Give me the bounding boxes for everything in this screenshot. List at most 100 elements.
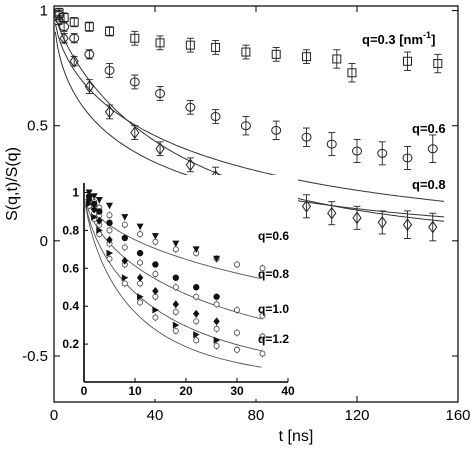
inset-data-point-filled [106, 235, 113, 244]
inset-data-point-filled [193, 331, 200, 339]
inset-x-tick-label: 30 [230, 384, 244, 398]
inset-data-point-filled [106, 202, 113, 210]
x-tick-label: 120 [344, 407, 369, 424]
inset-data-point-filled [96, 208, 103, 215]
inset-data-point-filled [213, 293, 220, 300]
inset-background [66, 175, 298, 399]
annotation-tail: ] [431, 32, 435, 47]
inset-data-point-open [233, 306, 240, 313]
data-point [59, 13, 69, 23]
inset-series-annotation: q=0.8 [258, 267, 289, 281]
data-point [301, 199, 312, 213]
inset-data-point-filled [193, 284, 200, 291]
inset-data-point-filled [90, 193, 98, 200]
inset-data-point-filled [137, 293, 144, 301]
data-point [69, 54, 79, 68]
data-point [241, 47, 251, 57]
x-tick-label: 0 [50, 407, 58, 424]
data-point [54, 13, 64, 27]
y-axis-label: S(q,t)/S(q) [4, 147, 21, 221]
inset-data-point-filled [96, 216, 103, 225]
inset-series-3: q=1.2 [85, 200, 289, 368]
inset-fit-line [85, 204, 262, 352]
inset-data-point-filled [213, 336, 221, 344]
inset-data-point-open [233, 346, 240, 353]
inset-y-tick-label: 0.8 [62, 223, 79, 237]
data-point [59, 31, 69, 45]
inset-data-point-filled [172, 274, 179, 281]
inset-y-tick-label: 0.2 [62, 337, 79, 351]
inset-data-point-filled [152, 261, 159, 268]
inset-data-point-filled [136, 273, 144, 282]
main-plot: 0 40 80 120 160-0.500.51t [ns]S(q,t)/S(q)q=0… [4, 3, 471, 445]
data-point [105, 26, 115, 36]
data-point [185, 40, 195, 50]
data-point [402, 218, 413, 232]
inset-data-point-filled [106, 219, 113, 226]
inset-x-tick-label: 40 [281, 384, 295, 398]
inset-data-point-filled [121, 214, 129, 221]
x-axis-label: t [ns] [279, 428, 314, 445]
data-point [185, 158, 195, 172]
data-point [240, 121, 251, 131]
inset-data-point-open [213, 342, 220, 349]
data-point [211, 42, 221, 52]
inset-series-annotation: q=1.2 [258, 332, 289, 346]
data-point [352, 211, 362, 225]
data-point [130, 126, 140, 139]
data-point [155, 88, 166, 98]
inset-data-point-filled [106, 249, 113, 257]
data-point [69, 17, 79, 27]
series-annotation: q=0.8 [412, 177, 446, 192]
inset-data-point-filled [121, 256, 128, 265]
inset-data-point-open [121, 221, 128, 228]
fit-line [54, 23, 445, 202]
inset-data-point-filled [152, 287, 159, 296]
data-point [347, 68, 357, 78]
inset-data-point-open [121, 244, 128, 251]
inset-data-point-filled [91, 200, 98, 208]
data-point [403, 56, 412, 66]
inset-data-point-open [259, 350, 266, 357]
inset-data-point-filled [172, 321, 180, 329]
data-point [84, 22, 94, 32]
inset-data-point-open [106, 255, 113, 262]
y-tick-label: 0 [40, 233, 48, 250]
data-point [302, 52, 311, 62]
inset-data-point-filled [91, 205, 98, 214]
data-point [402, 153, 413, 163]
inset-data-point-open [259, 333, 266, 340]
inset-data-point-filled [121, 274, 129, 282]
x-tick-label: 160 [445, 407, 470, 424]
inset-data-point-filled [121, 234, 128, 242]
inset-data-point-open [106, 227, 113, 234]
inset-data-point-open [152, 238, 159, 245]
x-tick-label: 80 [248, 407, 265, 424]
inset-data-point-filled [192, 246, 200, 253]
data-point [352, 146, 362, 156]
data-point [84, 49, 95, 59]
y-tick-label: -0.5 [22, 348, 48, 365]
inset-data-point-open [172, 284, 179, 291]
data-point [69, 33, 80, 43]
inset-data-point-filled [213, 317, 220, 326]
inset-data-point-open [213, 325, 220, 332]
inset-data-point-open [152, 270, 159, 277]
inset-data-point-filled [91, 213, 98, 221]
inset-fit-line [85, 205, 262, 368]
inset-data-point-open [233, 261, 240, 268]
series-annotation: q=0.6 [412, 121, 446, 136]
inset-data-point-filled [136, 223, 144, 231]
inset-series-annotation: q=0.6 [258, 229, 289, 243]
annotation-superscript: -1 [423, 30, 431, 40]
data-point [210, 112, 221, 122]
inset-data-point-open [233, 329, 240, 336]
inset-data-point-filled [85, 189, 93, 196]
inset-data-point-open [193, 337, 200, 344]
inset-data-point-open [213, 301, 220, 308]
inset-data-point-filled [95, 197, 103, 204]
data-point [377, 216, 387, 229]
data-point [129, 77, 140, 87]
data-point [104, 65, 115, 75]
